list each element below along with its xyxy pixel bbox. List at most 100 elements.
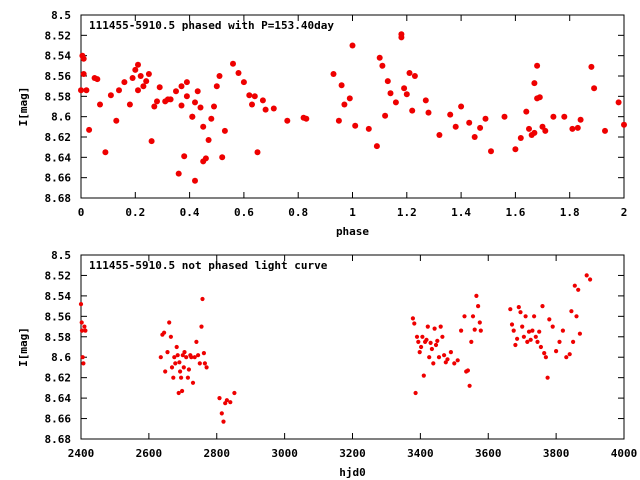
- data-point: [574, 314, 579, 319]
- data-point: [534, 62, 541, 69]
- data-point: [621, 121, 627, 128]
- data-point: [477, 320, 482, 325]
- data-point: [173, 361, 178, 366]
- data-point: [113, 117, 120, 124]
- data-point: [183, 93, 190, 100]
- data-point: [129, 75, 136, 81]
- data-point: [525, 339, 530, 344]
- y-tick-label: 8.52: [45, 29, 72, 42]
- data-point: [235, 70, 242, 76]
- y-tick-label: 8.5: [51, 249, 71, 262]
- x-tick-label: 1: [349, 206, 356, 219]
- data-point: [482, 115, 489, 122]
- data-point: [422, 97, 429, 104]
- data-point: [474, 293, 479, 298]
- data-point: [80, 55, 87, 62]
- data-point: [262, 106, 269, 113]
- data-point: [569, 309, 574, 314]
- data-point: [132, 66, 139, 73]
- data-point: [536, 94, 543, 101]
- data-point: [121, 79, 128, 86]
- data-point: [564, 355, 569, 360]
- data-point: [526, 329, 532, 334]
- y-tick-label: 8.66: [45, 172, 72, 185]
- data-point: [259, 97, 266, 104]
- data-point: [515, 336, 520, 341]
- y-tick-label: 8.68: [45, 192, 72, 205]
- data-point: [432, 326, 437, 331]
- data-point: [137, 73, 144, 79]
- data-point: [401, 85, 408, 92]
- data-point: [102, 149, 109, 156]
- data-point: [254, 149, 261, 156]
- x-tick-label: 3000: [271, 447, 298, 460]
- data-point: [517, 135, 524, 141]
- y-tick-label: 8.54: [45, 290, 72, 303]
- data-point: [176, 390, 181, 396]
- data-point: [435, 338, 440, 343]
- data-point: [571, 339, 576, 344]
- data-point: [477, 124, 484, 131]
- data-point: [424, 337, 429, 342]
- data-point: [476, 304, 481, 309]
- data-point: [516, 305, 521, 310]
- data-point: [433, 342, 439, 348]
- y-tick-label: 8.6: [51, 351, 71, 364]
- x-axis-label: phase: [336, 225, 369, 238]
- x-tick-label: 1.4: [451, 206, 471, 219]
- data-point: [478, 328, 483, 333]
- data-point: [199, 324, 204, 329]
- data-point: [425, 324, 430, 329]
- data-point: [528, 337, 533, 342]
- data-point: [538, 344, 544, 350]
- data-point: [79, 320, 84, 325]
- data-point: [462, 314, 467, 319]
- x-tick-label: 2: [621, 206, 628, 219]
- data-point: [190, 380, 196, 385]
- data-point: [576, 287, 581, 292]
- data-point: [428, 340, 433, 345]
- y-tick-label: 8.56: [45, 70, 72, 83]
- data-point: [135, 61, 141, 68]
- data-point: [531, 129, 538, 136]
- data-point: [249, 101, 255, 108]
- data-point: [469, 339, 474, 344]
- data-point: [189, 113, 196, 120]
- data-point: [523, 108, 530, 115]
- data-point: [392, 99, 399, 106]
- data-point: [540, 304, 545, 309]
- data-point: [208, 115, 215, 122]
- x-tick-label: 3400: [407, 447, 434, 460]
- data-point: [251, 93, 258, 100]
- data-point: [425, 109, 432, 116]
- x-tick-label: 0.4: [180, 206, 200, 219]
- data-point: [202, 361, 207, 366]
- data-point: [520, 324, 525, 329]
- data-point: [173, 88, 179, 95]
- data-point: [224, 398, 229, 403]
- data-point: [78, 302, 84, 307]
- data-point: [412, 321, 417, 326]
- data-point: [459, 328, 464, 333]
- data-point: [194, 339, 199, 344]
- data-point: [338, 82, 345, 89]
- data-point: [526, 125, 532, 132]
- y-tick-label: 8.52: [45, 269, 72, 282]
- data-point: [470, 314, 476, 319]
- y-tick-label: 8.54: [45, 50, 72, 63]
- data-point: [335, 117, 342, 124]
- data-point: [168, 334, 173, 339]
- data-point: [200, 296, 205, 302]
- data-point: [410, 316, 415, 321]
- data-point: [303, 115, 310, 122]
- x-tick-label: 2400: [68, 447, 95, 460]
- data-point: [78, 87, 84, 94]
- data-point: [200, 123, 207, 130]
- y-tick-label: 8.58: [45, 90, 72, 103]
- data-point: [550, 324, 555, 329]
- data-point: [284, 117, 291, 124]
- data-point: [543, 355, 549, 360]
- data-point: [211, 103, 217, 110]
- data-point: [427, 355, 432, 360]
- data-point: [181, 153, 188, 160]
